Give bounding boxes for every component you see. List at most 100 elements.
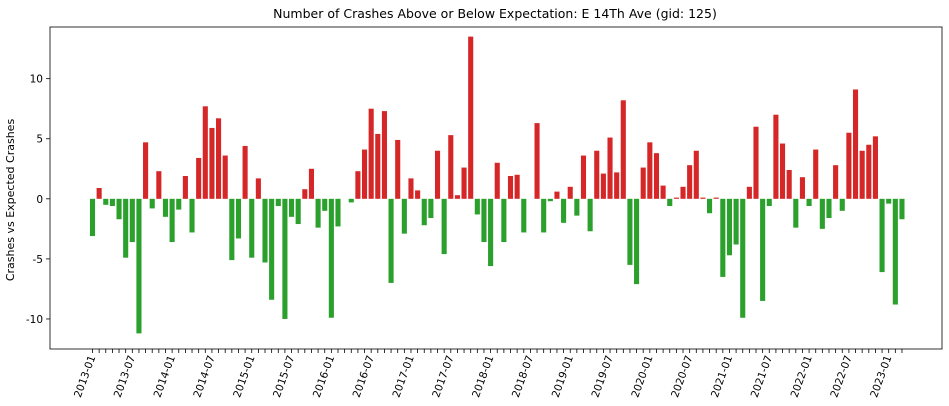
x-tick-label: 2013-01 [72, 354, 98, 399]
bar [494, 162, 500, 199]
bar [713, 197, 719, 199]
bar [580, 155, 587, 199]
bar [859, 150, 865, 199]
bar [448, 135, 454, 199]
bar [687, 165, 693, 199]
x-tick-label: 2015-07 [271, 354, 297, 399]
x-tick-label: 2015-01 [231, 354, 257, 399]
bar [680, 186, 686, 199]
bar [899, 198, 905, 220]
bar [839, 198, 845, 211]
x-tick-label: 2013-07 [112, 354, 138, 399]
bar [733, 198, 739, 245]
bar [222, 155, 228, 199]
bar [381, 111, 387, 199]
bar [202, 106, 208, 199]
plot-frame [49, 26, 943, 350]
bar [395, 139, 401, 199]
bar [361, 149, 368, 199]
bar [501, 198, 507, 243]
bar [182, 175, 188, 199]
x-tick-label: 2016-01 [311, 354, 337, 399]
bar [229, 198, 235, 261]
bar [521, 198, 527, 233]
bar [833, 165, 839, 199]
bar [421, 198, 427, 226]
bar [235, 198, 242, 239]
bar [388, 198, 394, 283]
bar [779, 143, 786, 199]
bar [541, 198, 547, 233]
bar [355, 171, 361, 199]
bar [116, 198, 122, 220]
bar [474, 198, 480, 215]
x-tick-label: 2022-01 [789, 354, 815, 399]
bar [415, 190, 421, 199]
y-tick-label: -5 [33, 254, 43, 266]
bar [368, 108, 374, 199]
x-tick-label: 2019-01 [550, 354, 576, 399]
bar [547, 198, 553, 202]
bar [872, 136, 878, 199]
bar [507, 175, 514, 199]
bar [600, 173, 606, 199]
bar [852, 89, 859, 199]
bar [766, 198, 772, 207]
bar [162, 198, 169, 217]
bar [561, 198, 567, 223]
x-tick-label: 2018-01 [470, 354, 496, 399]
bar [740, 198, 746, 318]
bar [806, 198, 812, 207]
x-tick-label: 2017-07 [430, 354, 456, 399]
bar [886, 198, 892, 204]
bar [322, 198, 328, 211]
bar [468, 36, 474, 199]
bar [819, 198, 825, 229]
bar [242, 145, 248, 199]
x-tick-label: 2020-07 [669, 354, 695, 399]
bar [454, 195, 460, 199]
x-tick-label: 2017-01 [391, 354, 417, 399]
bar [614, 172, 620, 199]
bar [799, 177, 805, 199]
bar [103, 198, 109, 205]
bar [647, 142, 653, 199]
bar [216, 118, 222, 199]
bar [746, 186, 752, 199]
x-tick-label: 2021-07 [749, 354, 775, 399]
bar [700, 197, 706, 199]
x-tick-label: 2023-01 [868, 354, 894, 399]
bar [143, 142, 149, 199]
x-tick-label: 2014-07 [191, 354, 217, 399]
bar [129, 198, 135, 243]
bar [607, 137, 613, 199]
bar [275, 198, 281, 207]
x-tick-label: 2022-07 [828, 354, 854, 399]
bar [89, 198, 96, 237]
bar [348, 198, 354, 203]
bar [667, 198, 673, 207]
y-tick-label: -10 [26, 314, 43, 326]
y-axis-ticks: -10 -5 0 5 10 [26, 74, 50, 326]
bar [209, 127, 215, 199]
bar [328, 198, 334, 318]
bar [401, 198, 407, 234]
bar [96, 188, 102, 199]
bars [89, 36, 905, 334]
bar [554, 191, 560, 199]
y-tick-label: 10 [30, 74, 43, 86]
chart-title: Number of Crashes Above or Below Expecta… [273, 6, 717, 21]
bar [269, 198, 275, 300]
bar [434, 150, 441, 199]
bar [826, 198, 832, 219]
bar [315, 198, 321, 228]
bar [846, 132, 852, 199]
bar [136, 198, 142, 334]
bar [428, 198, 434, 219]
bar [461, 167, 467, 199]
bar [594, 150, 600, 199]
x-tick-label: 2014-01 [152, 354, 178, 399]
bar [567, 186, 573, 199]
bar [627, 198, 633, 265]
bar [196, 157, 202, 199]
